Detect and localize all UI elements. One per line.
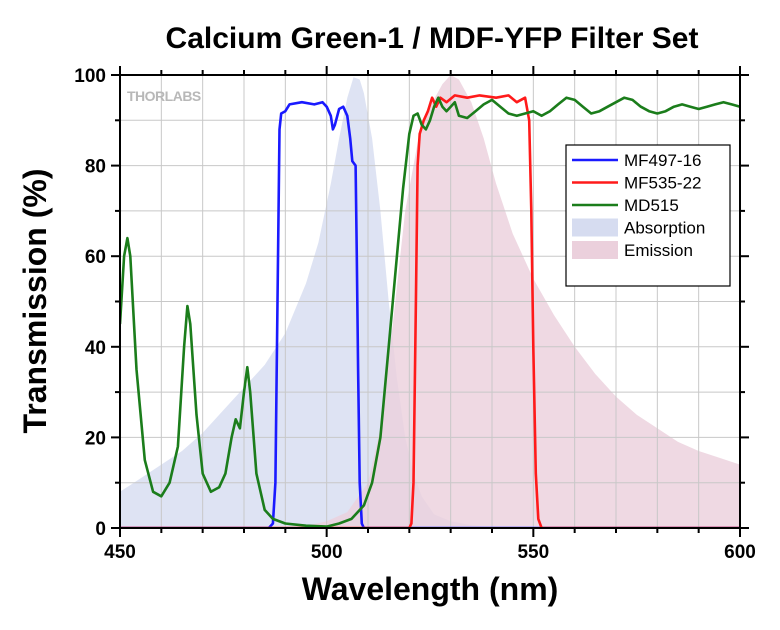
x-tick-label: 450: [104, 542, 136, 563]
y-tick-label: 0: [95, 519, 106, 540]
legend-label-mf535-22: MF535-22: [624, 174, 701, 193]
y-tick-label: 60: [85, 247, 106, 268]
legend-swatch-absorption: [572, 218, 618, 237]
y-tick-label: 80: [85, 157, 106, 178]
chart-title: Calcium Green-1 / MDF-YFP Filter Set: [166, 22, 699, 55]
legend-label-md515: MD515: [624, 196, 679, 215]
legend-label-emission: Emission: [624, 241, 693, 260]
x-axis-title: Wavelength (nm): [302, 571, 559, 607]
legend-swatch-emission: [572, 241, 618, 259]
plot-area: THORLABS 450 500 550 600 0 20 40 60 80 100: [74, 66, 756, 563]
legend: MF497-16 MF535-22 MD515 Absorption Emission: [565, 144, 731, 287]
legend-label-absorption: Absorption: [624, 219, 705, 238]
line-md515: [120, 96, 740, 528]
y-tick-label: 20: [85, 428, 106, 449]
thorlabs-logo: THORLABS: [127, 88, 201, 104]
line-mf535-22: [120, 94, 740, 528]
y-tick-label: 100: [74, 66, 106, 87]
x-tick-label: 600: [724, 542, 756, 563]
legend-box: [565, 144, 731, 287]
y-axis-title: Transmission (%): [17, 169, 53, 434]
x-tick-label: 500: [311, 542, 343, 563]
y-tick-label: 40: [85, 338, 106, 359]
x-tick-label: 550: [517, 542, 549, 563]
line-mf497-16: [120, 100, 740, 528]
legend-label-mf497-16: MF497-16: [624, 151, 701, 170]
